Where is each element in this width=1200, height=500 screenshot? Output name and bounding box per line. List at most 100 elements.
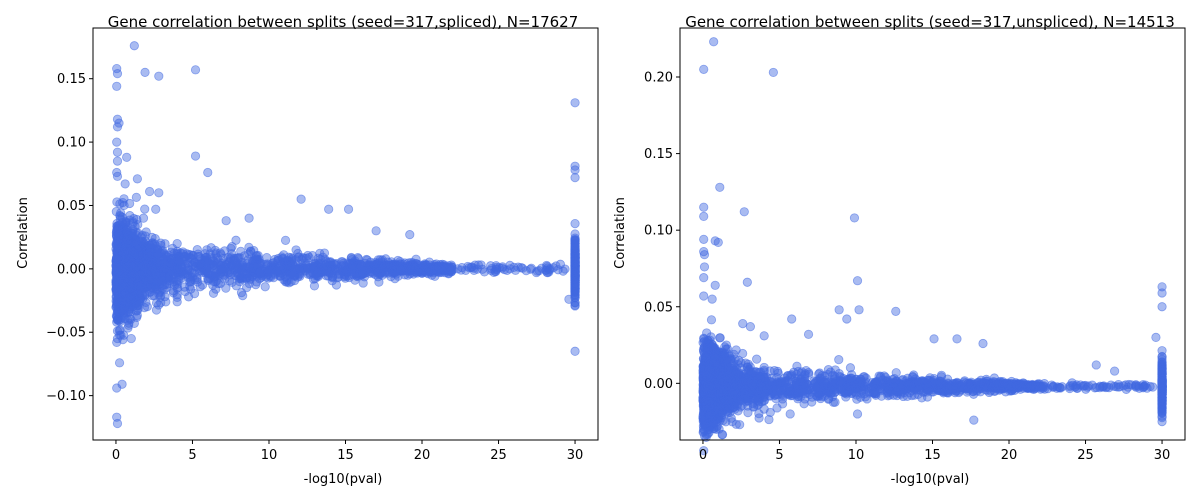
- scatter-point: [113, 261, 123, 271]
- x-axis-label: -log10(pval): [891, 472, 970, 487]
- x-tick-label: 5: [188, 448, 196, 463]
- scatter-point: [132, 301, 142, 311]
- y-tick-label: 0.05: [57, 199, 86, 214]
- y-axis-label: Correlation: [613, 197, 628, 269]
- scatter-point: [570, 246, 580, 256]
- scatter-point: [188, 250, 198, 261]
- plot-frame: [92, 27, 599, 441]
- scatter-point: [246, 246, 256, 256]
- scatter-point: [156, 298, 166, 308]
- scatter-point: [143, 251, 154, 261]
- scatter-point: [570, 346, 580, 356]
- scatter-point: [131, 192, 141, 202]
- scatter-point: [570, 219, 580, 229]
- scatter-point: [834, 355, 844, 365]
- scatter-point: [129, 41, 139, 51]
- scatter-point: [224, 256, 234, 266]
- scatter-point: [135, 251, 145, 261]
- x-tick-label: 10: [261, 448, 278, 463]
- scatter-point: [570, 172, 580, 183]
- scatter-point: [140, 231, 150, 241]
- scatter-point: [845, 363, 856, 373]
- scatter-point: [172, 297, 182, 307]
- scatter-point: [752, 354, 762, 364]
- scatter-point: [570, 165, 580, 175]
- scatter-point: [371, 226, 381, 236]
- scatter-point: [151, 204, 161, 214]
- scatter-point: [324, 204, 334, 214]
- scatter-point: [296, 194, 306, 204]
- scatter-point: [706, 315, 717, 325]
- scatter-point: [731, 345, 741, 355]
- y-tick-label: 0.15: [57, 72, 86, 87]
- scatter-point: [190, 65, 201, 75]
- scatter-point: [167, 253, 177, 264]
- scatter-point: [242, 283, 252, 293]
- scatter-point: [145, 186, 155, 197]
- scatter-point: [154, 256, 164, 266]
- spliced-panel: Gene correlation between splits (seed=31…: [16, 13, 599, 487]
- scatter-point: [196, 254, 206, 264]
- scatter-point: [126, 333, 136, 344]
- scatter-point: [129, 318, 139, 328]
- scatter-point: [203, 167, 213, 178]
- scatter-point: [112, 171, 123, 181]
- scatter-point: [472, 264, 482, 274]
- scatter-point: [156, 276, 166, 286]
- scatter-point: [112, 326, 123, 336]
- scatter-point: [388, 268, 399, 278]
- scatter-point: [714, 424, 724, 434]
- scatter-point: [113, 234, 123, 245]
- scatter-point: [238, 291, 248, 301]
- scatter-point: [370, 270, 380, 280]
- scatter-point: [558, 266, 568, 276]
- scatter-point: [231, 235, 241, 245]
- scatter-point: [244, 213, 254, 223]
- scatter-point: [699, 336, 709, 346]
- x-tick-label: 20: [414, 448, 431, 463]
- scatter-point: [564, 294, 574, 304]
- scatter-point: [132, 174, 142, 184]
- x-ticks: 0 5 10 15 20 25 30: [112, 440, 584, 463]
- x-tick-label: 25: [490, 448, 507, 463]
- scatter-point: [150, 267, 160, 277]
- y-axis-label: Correlation: [16, 197, 31, 269]
- scatter-point: [497, 262, 508, 272]
- scatter-point: [132, 261, 143, 271]
- scatter-point: [917, 393, 927, 403]
- scatter-point: [127, 282, 138, 292]
- scatter-point: [112, 197, 122, 207]
- scatter-point: [195, 282, 205, 292]
- scatter-point: [405, 230, 415, 240]
- scatter-point: [310, 267, 320, 277]
- scatter-point: [151, 305, 162, 315]
- scatter-point: [154, 188, 164, 198]
- scatter-point: [252, 260, 262, 270]
- scatter-point: [705, 409, 716, 419]
- scatter-point: [347, 262, 357, 272]
- scatter-point: [211, 276, 222, 286]
- scatter-point: [408, 262, 418, 272]
- scatter-point: [280, 235, 291, 245]
- scatter-point: [400, 264, 411, 275]
- scatter-point: [153, 245, 163, 255]
- scatter-point: [720, 342, 730, 352]
- scatter-point: [262, 252, 272, 263]
- scatter-point: [112, 137, 122, 147]
- scatter-point: [701, 350, 711, 360]
- x-tick-label: 30: [567, 448, 584, 463]
- scatter-point: [333, 266, 343, 276]
- scatter-point: [444, 263, 454, 273]
- scatter-point: [117, 304, 127, 314]
- scatter-point: [218, 264, 228, 274]
- scatter-point: [570, 270, 580, 280]
- chart-title: Gene correlation between splits (seed=31…: [108, 13, 579, 31]
- scatter-point: [183, 269, 193, 280]
- x-tick-label: 0: [112, 448, 120, 463]
- scatter-point: [726, 413, 736, 423]
- scatter-point: [140, 67, 150, 77]
- scatter-point: [114, 358, 125, 368]
- scatter-point: [112, 81, 122, 91]
- scatter-point: [430, 263, 440, 274]
- scatter-point: [172, 238, 182, 249]
